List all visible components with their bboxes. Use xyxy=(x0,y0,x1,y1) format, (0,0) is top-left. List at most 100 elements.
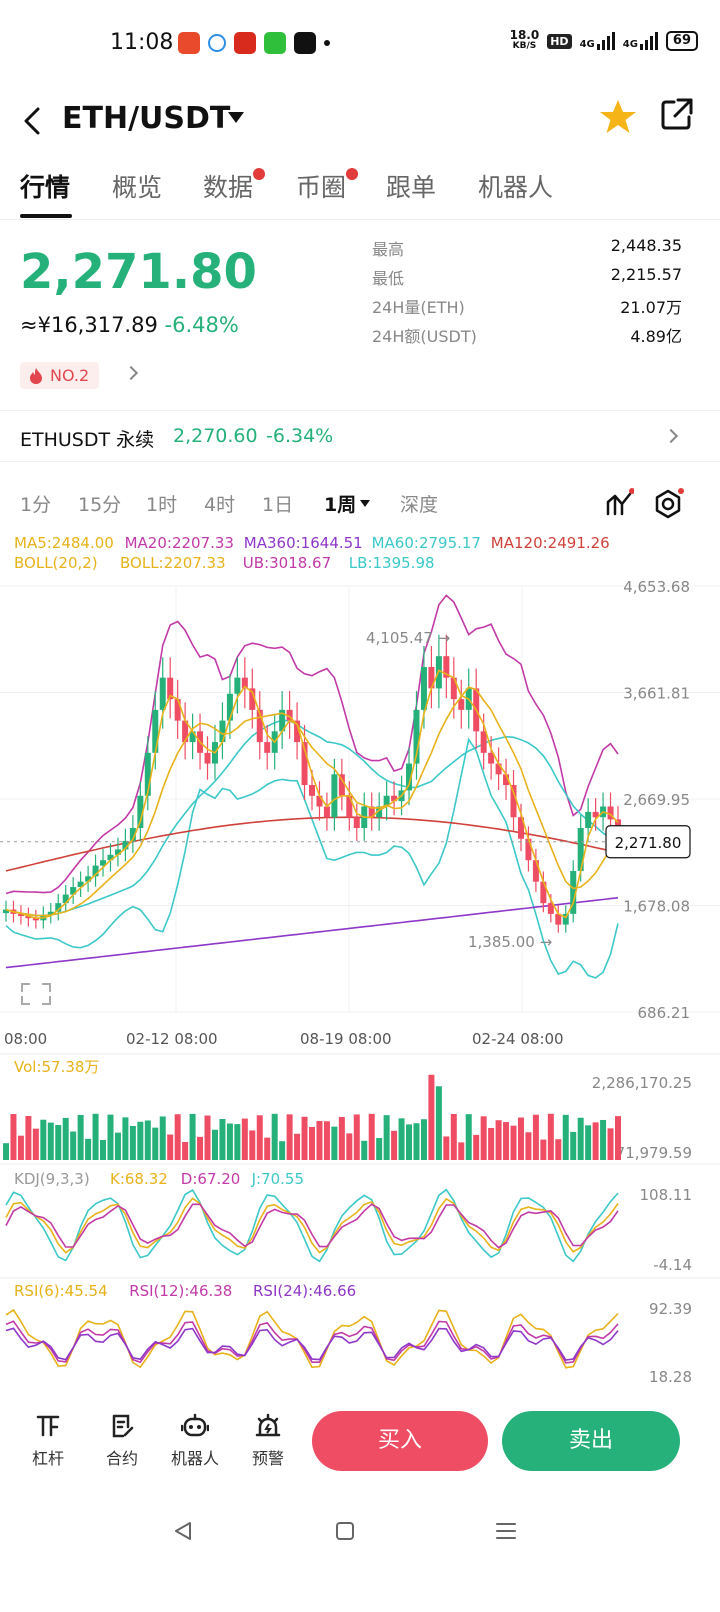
rank-chevron-icon[interactable] xyxy=(123,365,139,381)
fiat-price: ≈¥16,317.89 -6.48% xyxy=(20,313,239,337)
candle-body xyxy=(346,795,353,818)
candle-body xyxy=(420,666,427,710)
alert-button[interactable]: 预警 xyxy=(238,1413,298,1469)
interval-4h[interactable]: 4时 xyxy=(204,494,236,516)
tab-copy-trade[interactable]: 跟单 xyxy=(386,168,436,204)
indicator-icon[interactable] xyxy=(604,488,634,518)
nav-home-icon[interactable] xyxy=(334,1520,356,1542)
robot-icon xyxy=(181,1413,209,1437)
rank-label: NO.2 xyxy=(50,366,90,385)
boll-legend: BOLL:2207.33 xyxy=(120,554,226,572)
rsi-legend: RSI(6):45.54 xyxy=(14,1282,108,1300)
nav-menu-icon[interactable] xyxy=(494,1520,518,1542)
fire-icon xyxy=(30,367,42,384)
contract-button[interactable]: 合约 xyxy=(92,1413,152,1469)
candle-body xyxy=(256,709,263,743)
signal-icon: 4G xyxy=(580,32,615,50)
robot-button[interactable]: 机器人 xyxy=(165,1413,225,1469)
buy-button[interactable]: 买入 xyxy=(312,1411,488,1471)
volume-bar xyxy=(480,1116,487,1160)
candle-body xyxy=(383,795,390,807)
contract-icon xyxy=(112,1414,134,1438)
sell-button[interactable]: 卖出 xyxy=(502,1411,680,1471)
share-icon[interactable] xyxy=(660,97,694,131)
candle-body xyxy=(85,876,92,882)
stats-panel: 最高 2,448.35 最低 2,215.57 24H量(ETH) 21.07万 24… xyxy=(372,236,682,352)
candle-body xyxy=(413,709,420,764)
candle-body xyxy=(368,806,375,818)
volume-bar xyxy=(271,1113,278,1160)
candle-body xyxy=(114,849,121,855)
candle-body xyxy=(495,763,502,775)
tab-circle[interactable]: 币圈 xyxy=(296,168,359,204)
interval-1d[interactable]: 1日 xyxy=(262,494,294,516)
interval-1h[interactable]: 1时 xyxy=(146,494,178,516)
time-axis-label: 08-19 08:00 xyxy=(300,1030,392,1048)
nav-back-icon[interactable] xyxy=(172,1520,194,1542)
favorite-star-icon[interactable] xyxy=(598,97,638,137)
volume-bar xyxy=(70,1131,77,1160)
candle-body xyxy=(547,903,554,914)
candle-body xyxy=(517,817,524,839)
tab-label: 跟单 xyxy=(386,173,437,202)
volume-bar xyxy=(391,1130,398,1160)
volume-bar xyxy=(249,1130,256,1160)
candle-body xyxy=(174,699,181,721)
volume-bar xyxy=(443,1136,450,1160)
hd-badge: HD xyxy=(547,33,572,49)
tab-overview[interactable]: 概览 xyxy=(112,168,162,204)
boll-upper-line xyxy=(5,594,619,895)
volume-bar xyxy=(435,1086,442,1160)
boll-legend: LB:1395.98 xyxy=(349,554,435,572)
volume-bar xyxy=(406,1124,413,1160)
tab-label: 概览 xyxy=(112,173,163,202)
volume-bar xyxy=(570,1131,577,1160)
wechat-icon xyxy=(264,32,286,54)
candle-body xyxy=(249,688,256,710)
volume-bar xyxy=(279,1141,286,1160)
alert-label: 预警 xyxy=(251,1449,284,1468)
rsi12-line xyxy=(5,1320,619,1364)
interval-1w[interactable]: 1周 xyxy=(324,494,357,516)
tab-market[interactable]: 行情 xyxy=(20,168,70,204)
volume-bar xyxy=(129,1125,136,1160)
volume-bar xyxy=(592,1122,599,1160)
price-axis-label: 2,669.95 xyxy=(623,791,690,809)
leverage-button[interactable]: 杠杆 xyxy=(18,1413,78,1469)
notification-icons xyxy=(178,32,330,54)
volume-bar xyxy=(376,1138,383,1160)
tab-label: 数据 xyxy=(203,173,254,202)
candlestick-chart[interactable]: MA5:2484.00 MA20:2207.33 MA360:1644.51 MA60… xyxy=(0,528,720,1388)
volume-bar xyxy=(600,1119,607,1160)
rsi-legend: RSI(24):46.66 xyxy=(253,1282,356,1300)
settings-icon[interactable] xyxy=(652,488,684,520)
tab-robot[interactable]: 机器人 xyxy=(478,168,553,204)
candle-body xyxy=(532,860,539,882)
tab-label: 币圈 xyxy=(296,173,347,202)
candle-body xyxy=(129,827,136,841)
interval-1m[interactable]: 1分 xyxy=(20,494,52,516)
interval-depth[interactable]: 深度 xyxy=(400,494,439,516)
candle-body xyxy=(376,806,383,818)
tab-data[interactable]: 数据 xyxy=(203,168,266,204)
pair-dropdown-icon[interactable] xyxy=(228,112,244,123)
interval-15m[interactable]: 15分 xyxy=(78,494,122,516)
volume-bar xyxy=(331,1126,338,1160)
volume-bar xyxy=(301,1116,308,1160)
candle-body xyxy=(309,785,315,796)
rank-badge[interactable]: NO.2 xyxy=(20,362,100,389)
candle-body xyxy=(189,731,196,743)
volume-bar xyxy=(398,1118,405,1160)
boll-lower-line xyxy=(5,737,619,979)
kdj-j-line xyxy=(5,1188,619,1263)
perpetual-row[interactable]: ETHUSDT 永续 2,270.60 -6.34% xyxy=(0,410,720,462)
pair-title[interactable]: ETH/USDT xyxy=(62,101,231,136)
candle-body xyxy=(577,827,584,871)
volume-bar xyxy=(47,1122,54,1160)
back-icon[interactable] xyxy=(18,101,48,141)
interval-dropdown-icon[interactable] xyxy=(360,500,370,507)
volume-bar xyxy=(25,1115,32,1160)
robot-label: 机器人 xyxy=(170,1449,219,1468)
rsi-axis-label: 92.39 xyxy=(649,1300,692,1318)
ma-legend: MA120:2491.26 xyxy=(491,534,610,552)
